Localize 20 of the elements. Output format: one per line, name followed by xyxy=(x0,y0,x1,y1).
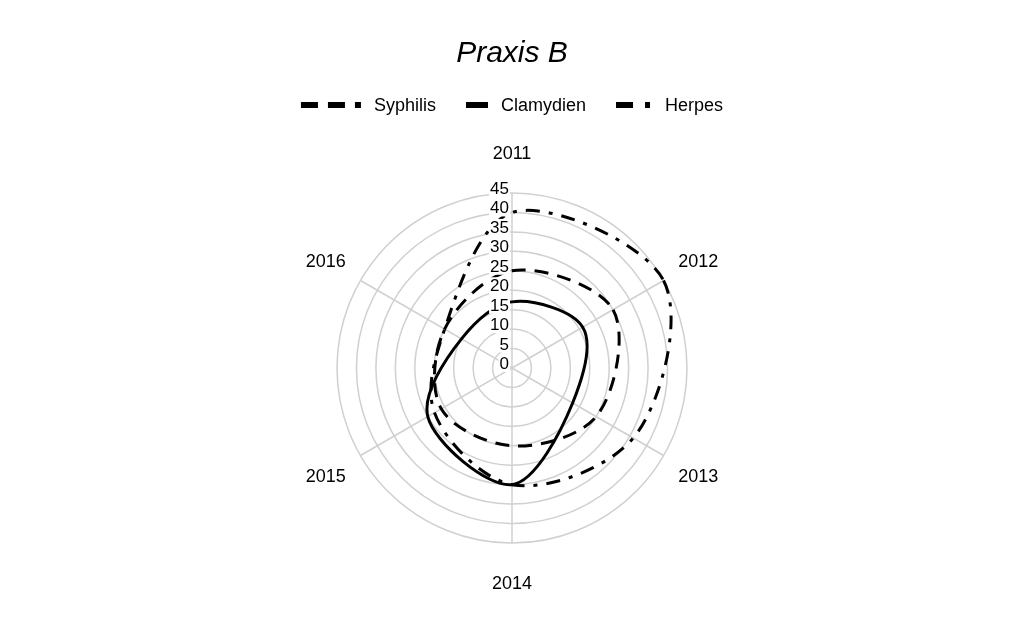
y-tick-label: 10 xyxy=(490,315,509,335)
spoke-label: 2014 xyxy=(491,573,533,593)
y-tick-label: 40 xyxy=(490,198,509,218)
spoke-label: 2013 xyxy=(678,465,719,486)
y-tick-label: 45 xyxy=(490,179,509,198)
y-tick-label: 5 xyxy=(499,334,509,354)
spoke-label: 2011 xyxy=(492,143,532,163)
spoke-label: 2016 xyxy=(305,250,346,271)
y-tick-label: 15 xyxy=(490,295,509,315)
y-tick-label: 0 xyxy=(499,354,509,373)
spoke-label: 2012 xyxy=(678,250,719,271)
y-tick-label: 35 xyxy=(490,217,509,237)
spoke-label: 2015 xyxy=(305,465,346,486)
legend-label: Herpes xyxy=(665,95,724,115)
legend-label: Syphilis xyxy=(373,95,436,115)
y-tick-label: 30 xyxy=(490,237,509,257)
y-tick-label: 25 xyxy=(490,256,509,276)
chart-title: Praxis B xyxy=(456,35,568,68)
legend-label: Clamydien xyxy=(500,95,587,115)
y-tick-label: 20 xyxy=(490,276,509,296)
